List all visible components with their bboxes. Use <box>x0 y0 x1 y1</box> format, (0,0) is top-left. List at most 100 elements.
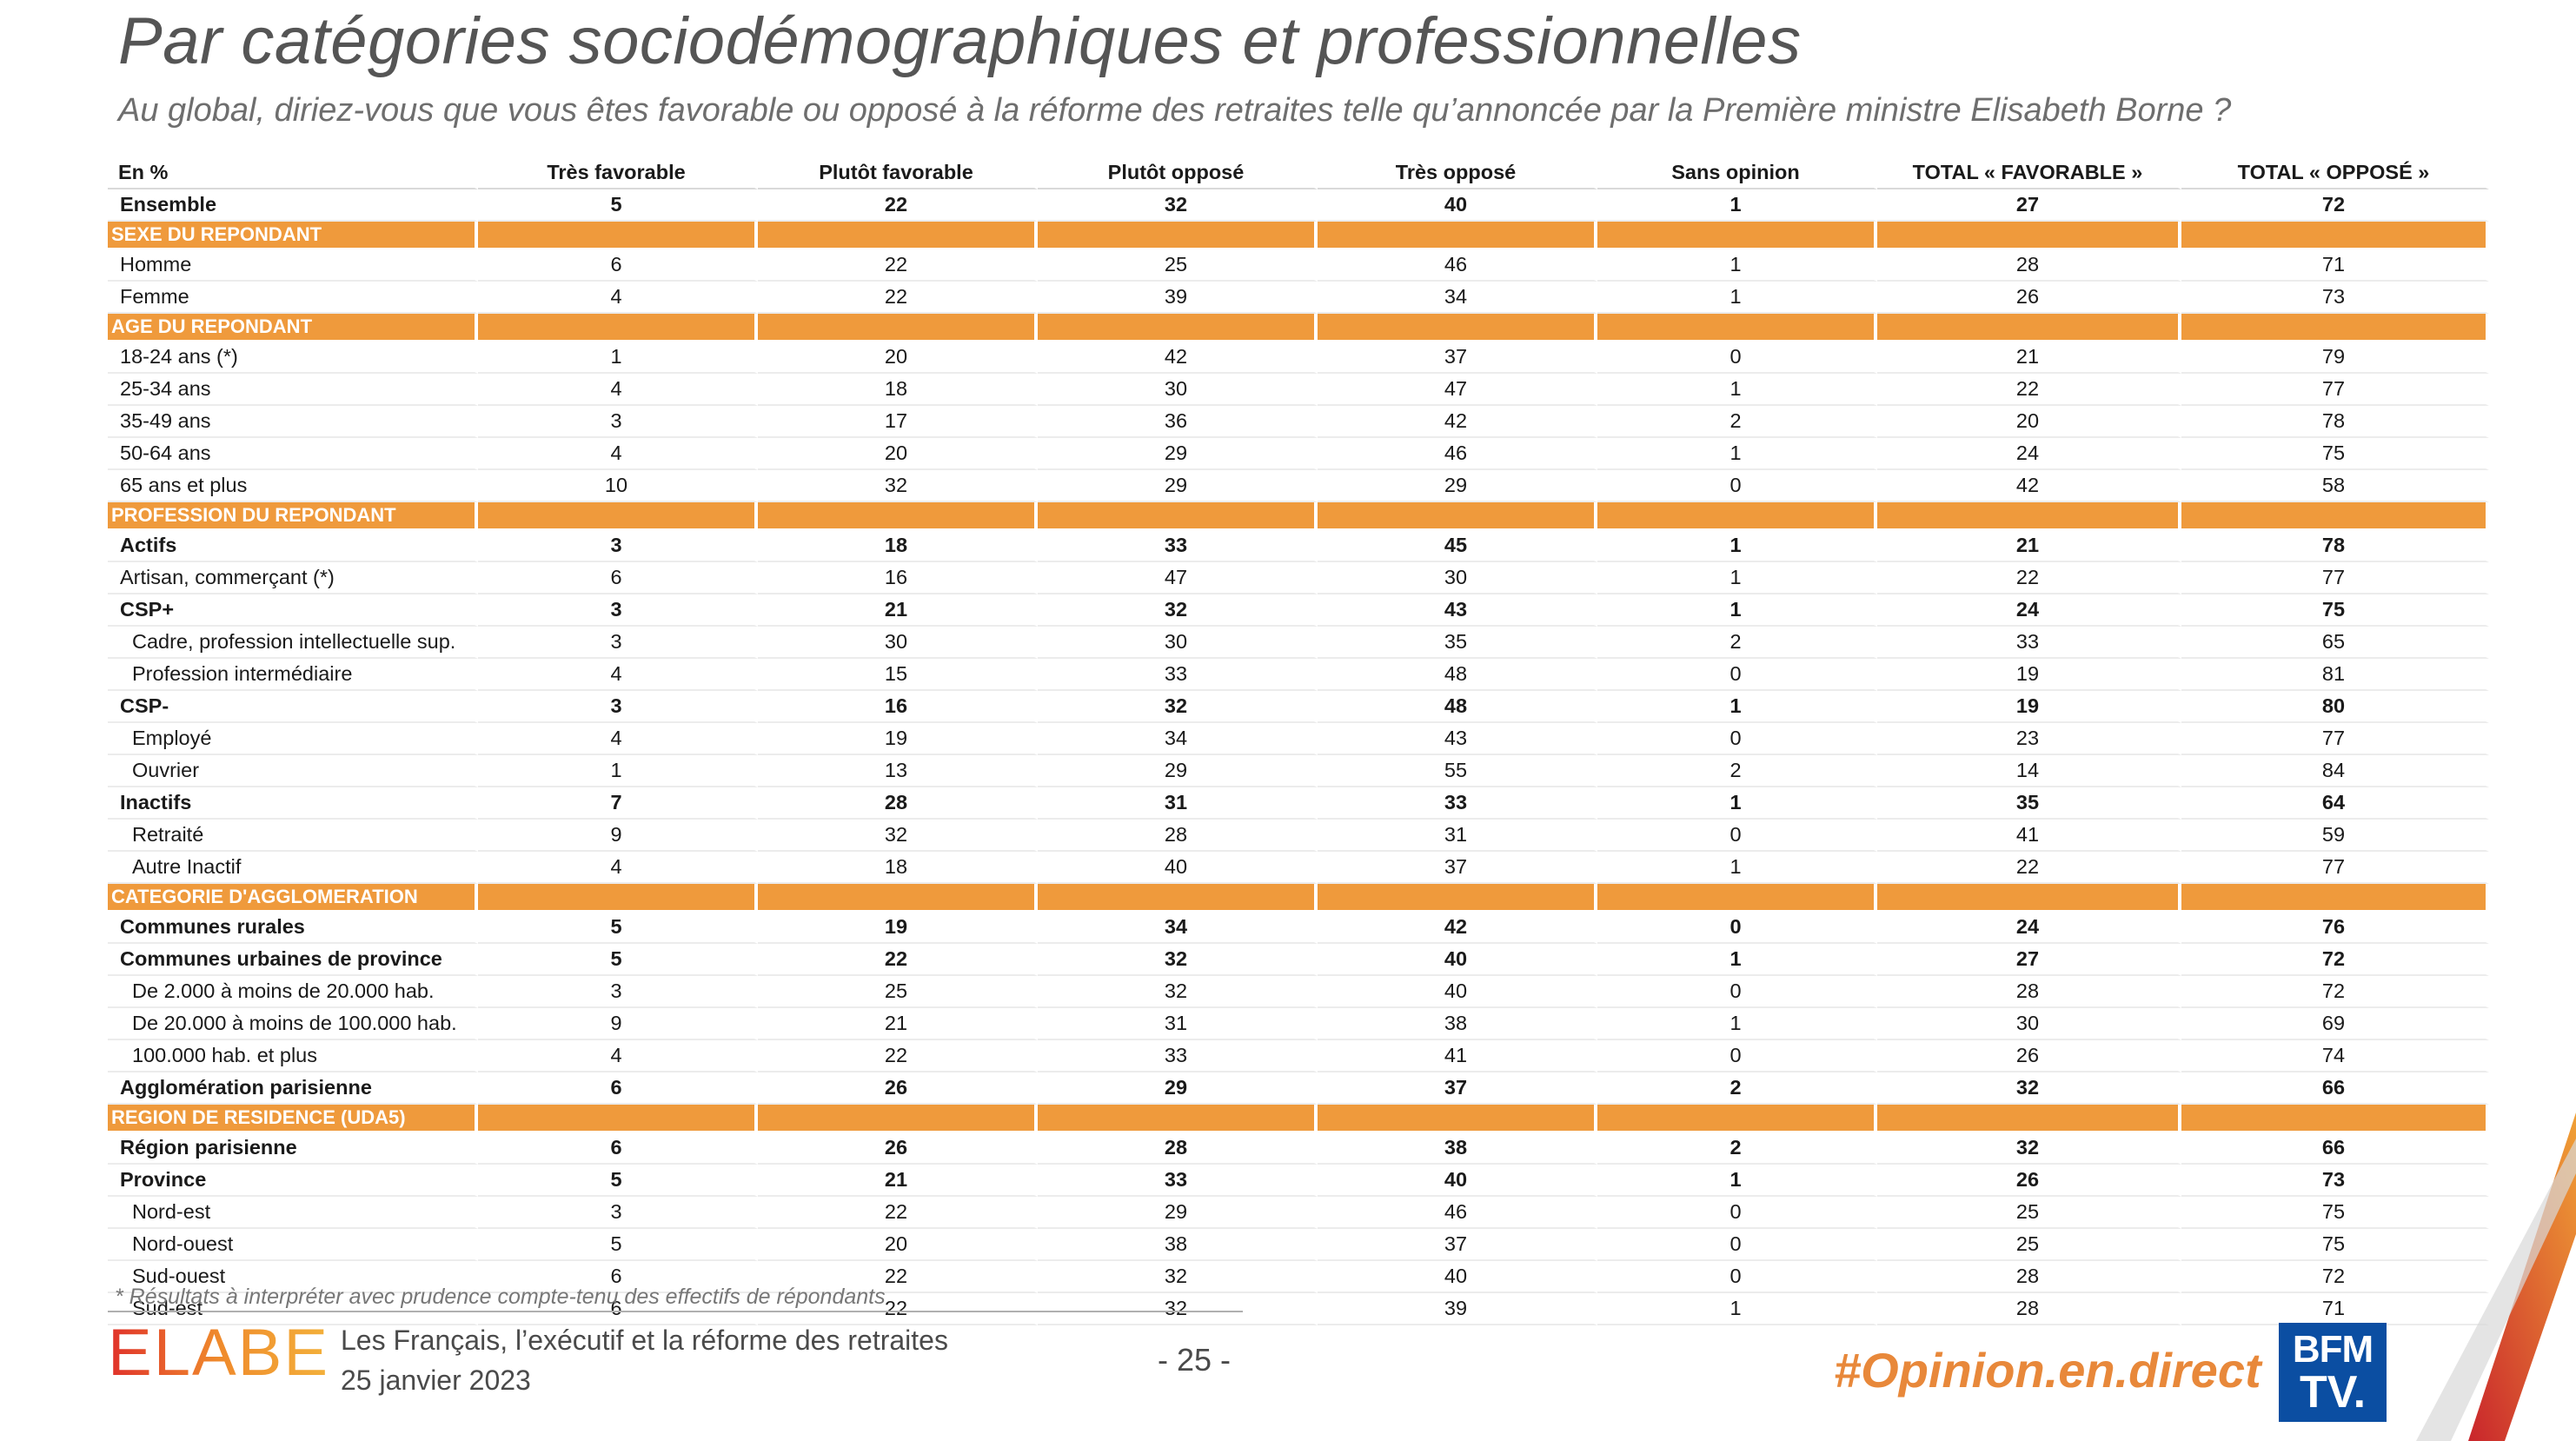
table-row: Profession intermédiaire 4 15 33 48 0 19 81 <box>108 659 2489 691</box>
table-cell: 48 <box>1318 659 1597 691</box>
table-cell: 19 <box>758 723 1038 755</box>
table-cell: 26 <box>758 1132 1038 1165</box>
table-cell: 28 <box>1877 249 2181 282</box>
section-cell <box>758 502 1038 530</box>
table-cell: 1 <box>1597 691 1877 723</box>
table-cell: 26 <box>758 1072 1038 1105</box>
table-cell: 28 <box>1038 820 1318 852</box>
table-cell: 27 <box>1877 944 2181 976</box>
table-cell: 33 <box>1877 627 2181 659</box>
table-cell: 19 <box>758 912 1038 944</box>
table-cell: 72 <box>2181 1261 2489 1293</box>
section-cell <box>1038 884 1318 912</box>
table-cell: 55 <box>1318 755 1597 787</box>
section-cell <box>1318 502 1597 530</box>
table-cell: 34 <box>1038 912 1318 944</box>
table-row: 50-64 ans 4 20 29 46 1 24 75 <box>108 438 2489 470</box>
row-label: Sud-ouest <box>108 1261 478 1293</box>
column-header: Sans opinion <box>1597 156 1877 189</box>
row-label: Communes urbaines de province <box>108 944 478 976</box>
table-cell: 26 <box>1877 1165 2181 1197</box>
table-cell: 66 <box>2181 1072 2489 1105</box>
table-cell: 0 <box>1597 1197 1877 1229</box>
table-cell: 32 <box>1038 189 1318 222</box>
table-cell: 76 <box>2181 912 2489 944</box>
row-label: Inactifs <box>108 787 478 820</box>
table-cell: 19 <box>1877 691 2181 723</box>
section-cell <box>758 884 1038 912</box>
table-cell: 31 <box>1038 787 1318 820</box>
table-row: Région parisienne 6 26 28 38 2 32 66 <box>108 1132 2489 1165</box>
table-cell: 17 <box>758 406 1038 438</box>
table-cell: 29 <box>1038 1072 1318 1105</box>
row-label: Ouvrier <box>108 755 478 787</box>
row-label: Employé <box>108 723 478 755</box>
table-cell: 2 <box>1597 1132 1877 1165</box>
table-cell: 19 <box>1877 659 2181 691</box>
table-cell: 14 <box>1877 755 2181 787</box>
table-row: Nord-est 3 22 29 46 0 25 75 <box>108 1197 2489 1229</box>
table-cell: 37 <box>1318 1229 1597 1261</box>
table-row: CSP- 3 16 32 48 1 19 80 <box>108 691 2489 723</box>
table-cell: 32 <box>1038 1293 1318 1325</box>
row-label: CSP+ <box>108 594 478 627</box>
table-cell: 40 <box>1318 1261 1597 1293</box>
table-cell: 3 <box>478 594 758 627</box>
row-label: 25-34 ans <box>108 374 478 406</box>
table-cell: 80 <box>2181 691 2489 723</box>
table-cell: 20 <box>1877 406 2181 438</box>
table-cell: 22 <box>758 282 1038 314</box>
table-cell: 25 <box>1877 1197 2181 1229</box>
table-cell: 39 <box>1318 1293 1597 1325</box>
table-cell: 20 <box>758 342 1038 374</box>
section-header-row: AGE DU REPONDANT <box>108 314 2489 342</box>
table-cell: 43 <box>1318 723 1597 755</box>
table-cell: 32 <box>1038 944 1318 976</box>
table-cell: 2 <box>1597 1072 1877 1105</box>
study-title: Les Français, l’exécutif et la réforme d… <box>341 1325 948 1356</box>
table-cell: 5 <box>478 1165 758 1197</box>
section-label: AGE DU REPONDANT <box>108 314 478 342</box>
table-row: Actifs 3 18 33 45 1 21 78 <box>108 530 2489 562</box>
table-cell: 22 <box>1877 562 2181 594</box>
table-row: 100.000 hab. et plus 4 22 33 41 0 26 74 <box>108 1040 2489 1072</box>
row-label: 18-24 ans (*) <box>108 342 478 374</box>
section-header-row: SEXE DU REPONDANT <box>108 222 2489 249</box>
table-cell: 45 <box>1318 530 1597 562</box>
table-cell: 29 <box>1318 470 1597 502</box>
table-cell: 24 <box>1877 438 2181 470</box>
column-header: TOTAL « FAVORABLE » <box>1877 156 2181 189</box>
table-cell: 4 <box>478 659 758 691</box>
table-cell: 37 <box>1318 1072 1597 1105</box>
table-cell: 1 <box>1597 374 1877 406</box>
table-row: 35-49 ans 3 17 36 42 2 20 78 <box>108 406 2489 438</box>
column-header: Très favorable <box>478 156 758 189</box>
table-cell: 21 <box>758 594 1038 627</box>
table-cell: 74 <box>2181 1040 2489 1072</box>
table-cell: 6 <box>478 1261 758 1293</box>
table-cell: 32 <box>758 820 1038 852</box>
section-label: SEXE DU REPONDANT <box>108 222 478 249</box>
table-cell: 39 <box>1038 282 1318 314</box>
table-cell: 35 <box>1318 627 1597 659</box>
table-cell: 4 <box>478 438 758 470</box>
table-cell: 3 <box>478 530 758 562</box>
table-cell: 25 <box>1038 249 1318 282</box>
table-cell: 0 <box>1597 1229 1877 1261</box>
table-cell: 1 <box>1597 787 1877 820</box>
table-cell: 0 <box>1597 1040 1877 1072</box>
table-row: Agglomération parisienne 6 26 29 37 2 32 66 <box>108 1072 2489 1105</box>
table-cell: 28 <box>758 787 1038 820</box>
table-cell: 21 <box>1877 342 2181 374</box>
header-unit: En % <box>108 156 478 189</box>
table-cell: 1 <box>1597 562 1877 594</box>
table-cell: 75 <box>2181 1197 2489 1229</box>
table-cell: 18 <box>758 530 1038 562</box>
table-cell: 6 <box>478 1293 758 1325</box>
section-cell <box>478 884 758 912</box>
section-cell <box>1318 314 1597 342</box>
section-cell <box>1597 222 1877 249</box>
table-cell: 4 <box>478 1040 758 1072</box>
table-cell: 5 <box>478 1229 758 1261</box>
row-label: Actifs <box>108 530 478 562</box>
